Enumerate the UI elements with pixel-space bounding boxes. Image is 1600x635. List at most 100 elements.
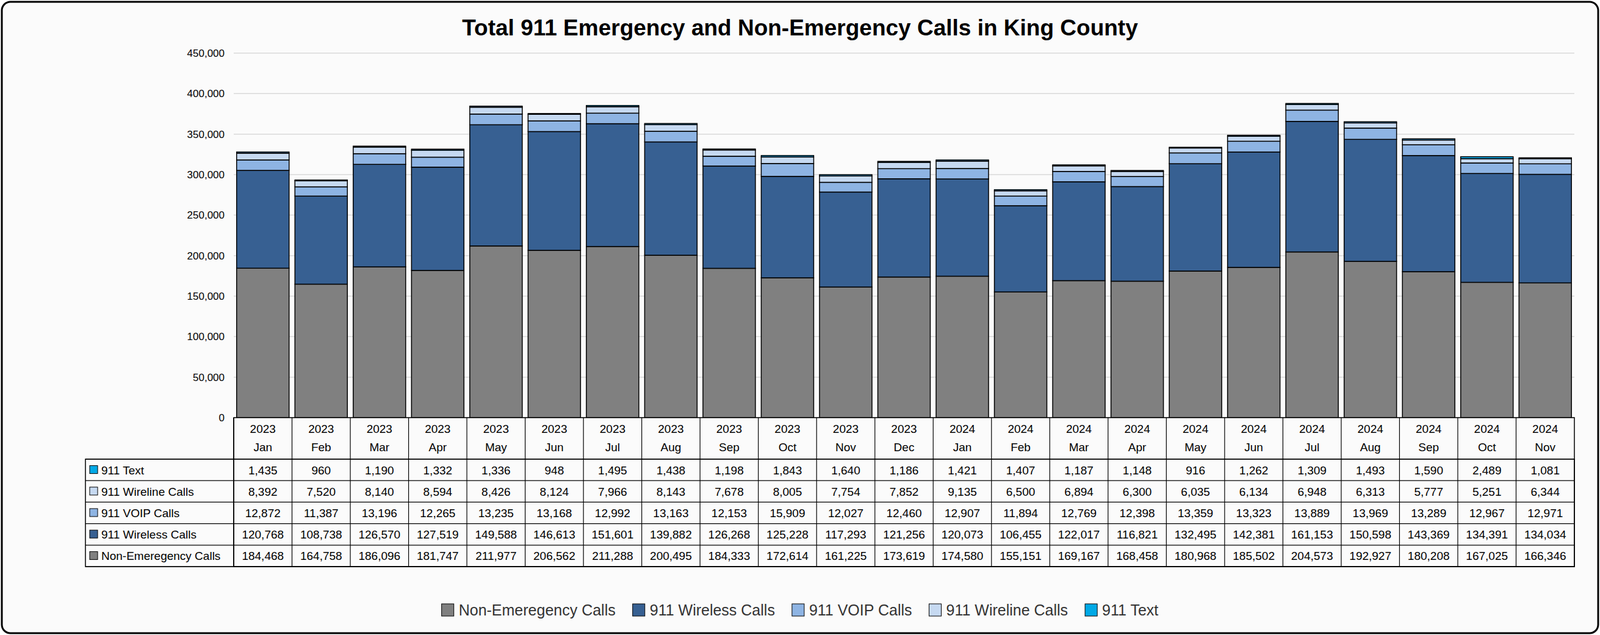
bar <box>1285 104 1339 110</box>
table-cell: 1,187 <box>1064 463 1094 477</box>
table-cell: 142,381 <box>1232 527 1275 541</box>
table-cell: 120,768 <box>241 527 284 541</box>
table-cell: 6,894 <box>1064 485 1094 498</box>
table-cell: 151,601 <box>591 527 635 541</box>
y-tick-label: 350,000 <box>187 128 225 141</box>
category-label-line: 2024 <box>949 422 976 436</box>
table-cell: 12,967 <box>1469 506 1505 520</box>
category-label: 2023Jan <box>250 422 276 454</box>
bar <box>819 175 873 182</box>
table-col-line <box>233 417 235 567</box>
table-cell: 8,140 <box>364 485 395 498</box>
table-cell: 206,562 <box>533 549 576 563</box>
table-cell: 132,495 <box>1174 527 1217 541</box>
table-col-line <box>699 417 701 567</box>
table-cell: 1,435 <box>248 463 278 477</box>
category-label: 2024Feb <box>1007 422 1034 454</box>
table-cell: 6,313 <box>1355 485 1386 498</box>
bar <box>994 205 1048 292</box>
bar <box>1111 176 1164 187</box>
bar <box>1052 181 1106 281</box>
bar <box>1344 122 1397 128</box>
bar <box>1285 121 1339 253</box>
bar <box>527 114 581 121</box>
legend: Non-Emeregency Calls911 Wireless Calls91… <box>441 601 1159 619</box>
bar <box>878 161 931 163</box>
bar <box>994 195 1048 206</box>
table-col-line <box>1107 417 1109 567</box>
legend-label: 911 Text <box>1102 601 1159 619</box>
bar <box>1402 271 1455 418</box>
category-label-line: Nov <box>1534 440 1556 454</box>
bar <box>1285 252 1339 418</box>
table-cell: 1,186 <box>889 463 919 477</box>
category-label-line: Apr <box>428 440 448 454</box>
table-cell: 12,971 <box>1527 506 1563 520</box>
bar <box>1169 147 1222 148</box>
table-col-line <box>583 417 584 567</box>
bar <box>1227 136 1281 141</box>
bar <box>994 190 1048 197</box>
bar <box>760 156 814 164</box>
bar <box>294 283 348 418</box>
table-cell: 204,573 <box>1291 549 1334 563</box>
bar <box>1344 121 1397 123</box>
category-label-line: 2024 <box>1240 422 1267 436</box>
table-cell: 1,262 <box>1239 463 1269 477</box>
legend-swatch <box>441 603 455 616</box>
bar <box>411 148 464 151</box>
category-label-line: Nov <box>835 440 857 454</box>
table-cell: 7,966 <box>598 485 628 498</box>
bar <box>236 159 290 171</box>
bar <box>644 123 697 125</box>
table-cell: 13,196 <box>361 506 398 520</box>
table-cell: 134,391 <box>1465 527 1508 541</box>
table-cell: 916 <box>1185 463 1206 477</box>
category-label-line: May <box>485 440 508 454</box>
bar <box>1052 165 1106 172</box>
table-cell: 8,594 <box>423 485 453 498</box>
table-cell: 6,134 <box>1239 485 1269 498</box>
category-label-line: 2023 <box>483 422 509 436</box>
category-label: 2023 May <box>483 422 509 454</box>
category-label-line: May <box>1184 440 1207 454</box>
bar <box>1285 109 1339 121</box>
table-cell: 13,168 <box>536 506 572 520</box>
bar <box>1402 138 1455 140</box>
table-cell: 9,135 <box>947 485 977 498</box>
table-cell: 13,289 <box>1410 506 1447 520</box>
bar <box>586 112 639 124</box>
table-cell: 116,821 <box>1116 527 1158 541</box>
category-label-line: Jun <box>544 440 564 454</box>
bar <box>994 291 1048 418</box>
table-cell: 172,614 <box>766 549 809 563</box>
bar <box>1518 163 1572 174</box>
category-label: 2023 Nov <box>832 422 859 454</box>
title: Total 911 Emergency and Non-Emergency Ca… <box>461 15 1139 41</box>
table-cell: 192,927 <box>1349 549 1392 563</box>
category-label-line: 2023 <box>599 422 626 436</box>
bar <box>994 189 1048 191</box>
table-cell: 1,590 <box>1413 463 1444 477</box>
table-cell: 960 <box>311 463 331 477</box>
category-label: 2024Apr <box>1124 422 1151 454</box>
category-label-line: 2023 <box>832 422 859 436</box>
table-cell: 7,754 <box>831 485 861 498</box>
table-cell: 1,309 <box>1297 463 1327 477</box>
table-cell: 8,392 <box>248 485 278 498</box>
bar <box>1111 170 1164 172</box>
bar <box>819 286 873 418</box>
bar <box>353 147 406 154</box>
category-label-line: 2024 <box>1299 422 1326 436</box>
bar <box>527 113 581 115</box>
category-label: 2023Sep <box>716 422 743 454</box>
row-key <box>89 529 98 538</box>
table-cell: 166,346 <box>1524 549 1567 563</box>
bar <box>819 182 873 193</box>
table-cell: 169,167 <box>1058 549 1101 563</box>
row-label: 911 Text <box>101 463 145 477</box>
bar <box>1227 267 1281 418</box>
table-cell: 150,598 <box>1349 527 1392 541</box>
bar <box>1518 282 1572 418</box>
category-label: 2023Dec <box>890 422 917 454</box>
